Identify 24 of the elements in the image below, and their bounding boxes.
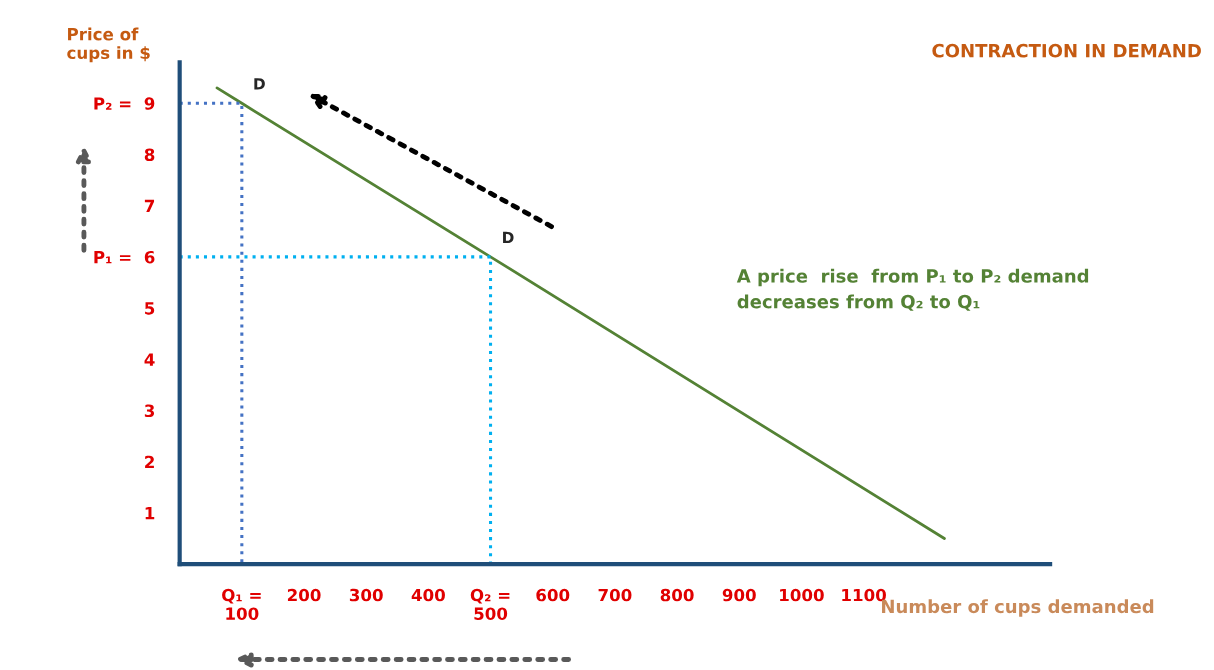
y-tick-label: P₁ = 6	[94, 250, 155, 264]
y-tick-label: 8	[144, 148, 155, 162]
y-tick-label: P₂ = 9	[94, 97, 155, 110]
x-tick-label: 300	[349, 588, 383, 602]
annotation: A price rise from P₁ to P₂ demand decreases from Q₂ to Q₁	[736, 268, 1089, 311]
x-tick-label: 900	[722, 588, 756, 602]
x-tick-label: 600	[536, 588, 570, 602]
x-tick-label: 400	[411, 588, 445, 602]
x-tick-label: 200	[287, 588, 321, 602]
x-tick-label: Q₁ = 100	[222, 588, 261, 621]
y-tick-label: 2	[145, 455, 154, 469]
y-tick-label: 5	[145, 302, 155, 315]
x-tick-label: 800	[660, 588, 694, 602]
y-axis-title: Price of cups in $	[67, 27, 150, 63]
y-tick-label: 3	[144, 404, 155, 418]
x-tick-label: Q₂ = 500	[470, 588, 510, 621]
annotation: D	[254, 78, 265, 90]
x-tick-label: 1000	[780, 588, 824, 602]
annotation: D	[503, 231, 514, 244]
y-tick-label: 4	[144, 353, 155, 366]
y-tick-label: 1	[145, 507, 155, 520]
y-tick-label: 7	[144, 199, 155, 213]
chart-title: CONTRACTION IN DEMAND	[932, 43, 1201, 58]
x-tick-label: 700	[598, 588, 632, 602]
